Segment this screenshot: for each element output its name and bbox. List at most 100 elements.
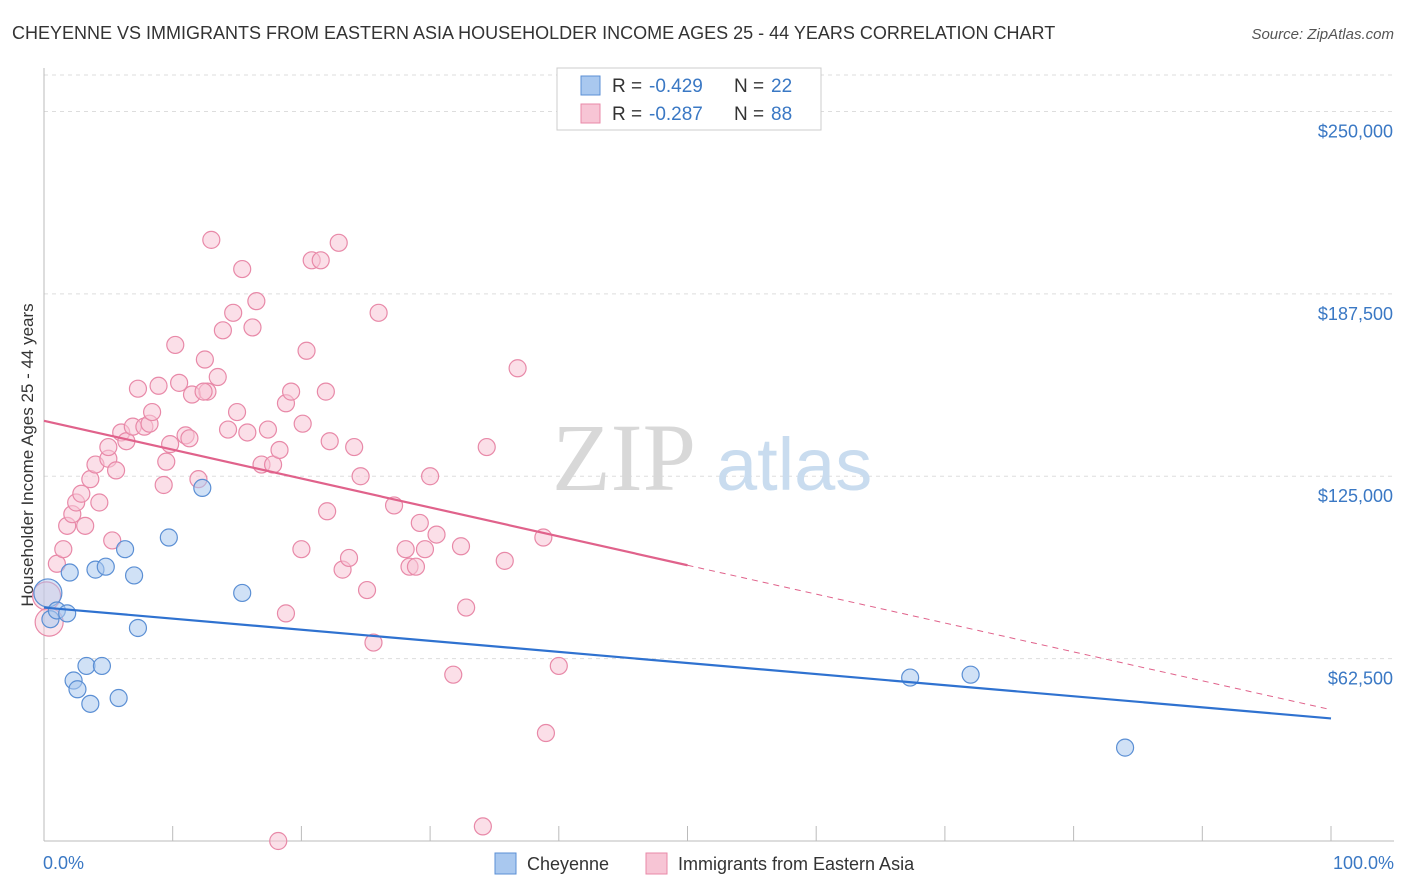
immigrants-point-75 — [508, 359, 527, 378]
immigrants-point-30 — [195, 350, 214, 369]
cheyenne-point-14 — [124, 566, 144, 585]
immigrants-point-33 — [208, 367, 227, 387]
immigrants-point-72 — [457, 598, 476, 617]
cheyenne-point-11 — [96, 557, 115, 576]
legend-r-label-cheyenne: R = — [612, 76, 642, 97]
immigrants-point-51 — [311, 251, 330, 270]
chart-title: CHEYENNE VS IMMIGRANTS FROM EASTERN ASIA… — [12, 23, 1055, 43]
immigrants-point-67 — [415, 540, 435, 559]
immigrants-point-32 — [202, 230, 221, 249]
watermark: ZIP atlas — [552, 404, 872, 511]
cheyenne-point-21 — [1115, 738, 1135, 757]
y-tick-label-2: $187,500 — [1318, 304, 1393, 324]
y-tick-label-3: $250,000 — [1318, 121, 1393, 141]
cheyenne-point-4 — [60, 563, 79, 582]
immigrants-point-80 — [194, 382, 213, 401]
immigrants-point-60 — [364, 633, 383, 652]
immigrants-point-8 — [76, 516, 95, 535]
immigrants-point-41 — [247, 292, 266, 311]
cheyenne-point-20 — [961, 665, 980, 684]
immigrants-point-87 — [269, 831, 288, 851]
immigrants-point-36 — [224, 303, 243, 322]
immigrants-point-14 — [106, 461, 126, 480]
immigrants-points — [31, 230, 568, 851]
immigrants-point-81 — [180, 429, 199, 448]
trend-lines — [43, 419, 1332, 720]
legend-n-label-immigrants: N = — [734, 104, 764, 125]
immigrants-trend-line — [43, 419, 688, 567]
immigrants-point-63 — [396, 540, 415, 559]
legend-n-value-cheyenne: 22 — [771, 76, 792, 97]
series-legend-swatch-cheyenne — [494, 852, 517, 875]
immigrants-point-22 — [149, 376, 168, 395]
legend-n-value-immigrants: 88 — [771, 104, 792, 125]
immigrants-point-3 — [54, 540, 73, 559]
immigrants-point-34 — [213, 321, 232, 340]
immigrants-point-79 — [318, 502, 337, 521]
immigrants-point-26 — [170, 373, 189, 392]
immigrants-point-65 — [406, 557, 426, 576]
immigrants-point-47 — [282, 382, 301, 401]
immigrants-point-25 — [166, 335, 185, 355]
immigrants-point-43 — [258, 420, 278, 439]
immigrants-point-70 — [444, 665, 463, 684]
watermark-atlas: atlas — [716, 423, 872, 506]
immigrants-point-59 — [357, 580, 377, 600]
immigrants-point-71 — [451, 537, 471, 556]
immigrants-point-85 — [536, 723, 556, 743]
immigrants-point-45 — [270, 440, 289, 460]
cheyenne-point-15 — [128, 618, 148, 638]
y-axis-label: Householder Income Ages 25 - 44 years — [18, 303, 37, 606]
immigrants-point-74 — [495, 551, 514, 570]
cheyenne-point-17 — [193, 478, 212, 498]
immigrants-point-57 — [345, 437, 364, 457]
immigrants-point-38 — [233, 259, 252, 279]
immigrants-point-78 — [292, 540, 311, 559]
legend-r-label-immigrants: R = — [612, 104, 642, 125]
immigrants-point-82 — [99, 437, 118, 457]
immigrants-point-49 — [297, 341, 316, 360]
immigrants-point-21 — [143, 402, 162, 422]
y-tick-labels: $62,500 $125,000 $187,500 $250,000 — [1318, 121, 1393, 688]
immigrants-point-61 — [369, 303, 388, 322]
x-tick-label-right: 100.0% — [1333, 853, 1394, 873]
cheyenne-point-18 — [233, 583, 252, 603]
gridlines — [44, 74, 1394, 660]
immigrants-point-86 — [473, 817, 492, 836]
stats-legend-box — [556, 67, 822, 131]
immigrants-point-52 — [316, 382, 335, 401]
cheyenne-trend-line — [43, 606, 1332, 720]
immigrants-point-11 — [90, 493, 109, 512]
immigrants-point-37 — [227, 402, 247, 422]
legend-n-label-cheyenne: N = — [734, 76, 764, 97]
cheyenne-point-7 — [77, 656, 96, 676]
cheyenne-point-8 — [81, 694, 100, 713]
cheyenne-point-13 — [115, 540, 135, 559]
immigrants-point-54 — [329, 233, 348, 252]
y-tick-label-1: $125,000 — [1318, 486, 1393, 506]
series-legend-label-cheyenne: Cheyenne — [527, 854, 609, 874]
immigrants-point-23 — [157, 452, 176, 471]
immigrants-point-56 — [339, 548, 359, 568]
cheyenne-point-3 — [58, 604, 77, 623]
chart-source: Source: ZipAtlas.com — [1251, 26, 1394, 43]
cheyenne-point-10 — [92, 656, 112, 676]
immigrants-point-7 — [72, 484, 91, 503]
immigrants-point-84 — [549, 656, 568, 676]
immigrants-point-69 — [427, 525, 446, 544]
legend-swatch-immigrants — [580, 103, 601, 124]
y-tick-label-0: $62,500 — [1328, 669, 1393, 689]
immigrants-point-83 — [154, 475, 173, 495]
immigrants-point-73 — [477, 437, 496, 457]
immigrants-point-53 — [320, 432, 339, 451]
immigrants-point-39 — [238, 423, 257, 442]
legend-swatch-cheyenne — [580, 75, 601, 96]
legend-r-value-cheyenne: -0.429 — [649, 76, 703, 97]
stats-legend: R = -0.429 N = 22 R = -0.287 N = 88 — [556, 67, 822, 131]
immigrants-point-58 — [351, 467, 370, 486]
series-legend-swatch-immigrants — [645, 852, 668, 875]
immigrants-point-66 — [410, 513, 429, 533]
series-legend-label-immigrants: Immigrants from Eastern Asia — [678, 854, 915, 874]
immigrants-point-35 — [218, 420, 238, 439]
